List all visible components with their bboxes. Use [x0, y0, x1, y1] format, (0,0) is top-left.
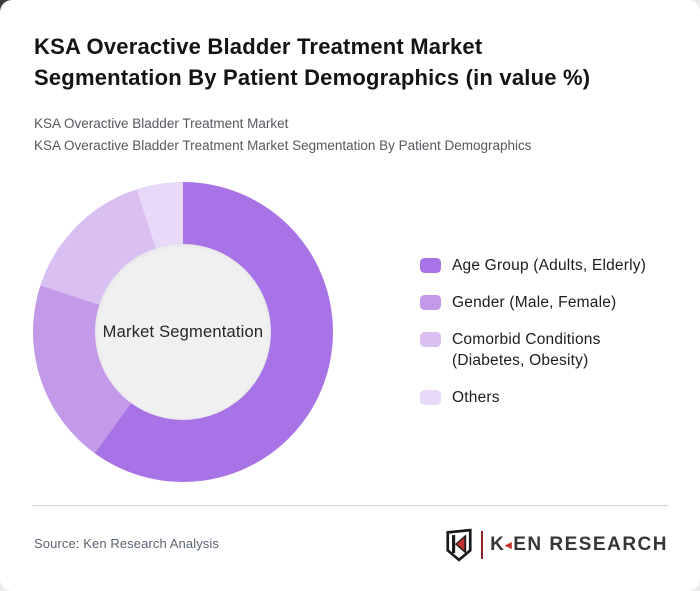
donut-chart: Market Segmentation [33, 182, 333, 482]
logo-separator-bar [480, 531, 484, 559]
donut-hole: Market Segmentation [95, 244, 271, 420]
legend-swatch-gender [420, 295, 441, 310]
chart-legend: Age Group (Adults, Elderly) Gender (Male… [420, 255, 646, 408]
legend-item: Others [420, 387, 646, 408]
subtitle-block: KSA Overactive Bladder Treatment Market … [34, 113, 532, 156]
logo-wordmark: K ◄ EN RESEARCH [490, 534, 668, 556]
ken-research-emblem-icon [445, 528, 472, 562]
page-title: KSA Overactive Bladder Treatment Market … [34, 31, 590, 93]
legend-label-comorbid: Comorbid Conditions (Diabetes, Obesity) [452, 331, 601, 369]
legend-swatch-age-group [420, 258, 441, 273]
legend-label-others: Others [452, 389, 500, 406]
subtitle-line1: KSA Overactive Bladder Treatment Market [34, 116, 289, 131]
legend-item: Gender (Male, Female) [420, 292, 646, 313]
legend-swatch-others [420, 390, 441, 405]
source-note: Source: Ken Research Analysis [34, 536, 219, 551]
red-triangle-icon: ◄ [502, 538, 515, 552]
legend-item: Age Group (Adults, Elderly) [420, 255, 646, 276]
logo-wordmark-rest: EN RESEARCH [513, 534, 668, 555]
legend-item: Comorbid Conditions (Diabetes, Obesity) [420, 329, 646, 371]
legend-label-age-group: Age Group (Adults, Elderly) [452, 257, 647, 274]
logo-wordmark-k: K [490, 534, 506, 555]
page-title-line2: Segmentation By Patient Demographics (in… [34, 65, 591, 90]
ken-research-logo: K ◄ EN RESEARCH [443, 527, 668, 563]
legend-swatch-comorbid [420, 332, 441, 347]
donut-center-label: Market Segmentation [102, 322, 264, 341]
subtitle-line2: KSA Overactive Bladder Treatment Market … [34, 137, 532, 153]
footer-divider [32, 505, 668, 506]
legend-label-gender: Gender (Male, Female) [452, 294, 617, 311]
page-title-line1: KSA Overactive Bladder Treatment Market [34, 34, 483, 59]
